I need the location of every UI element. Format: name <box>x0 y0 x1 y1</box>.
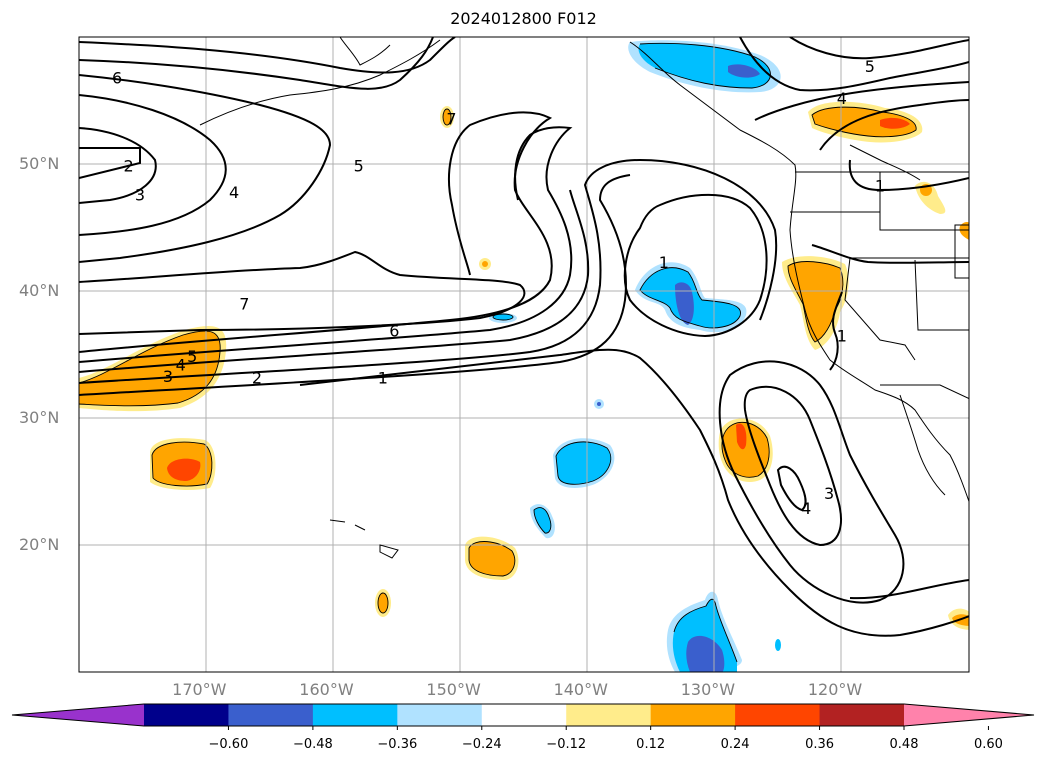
contour-label: 5 <box>187 347 197 366</box>
colorbar-segment <box>312 704 398 726</box>
longitude-label: 120°W <box>807 680 863 699</box>
longitude-label: 140°W <box>553 680 608 699</box>
colorbar-segment <box>819 704 905 726</box>
colorbar-extend-high <box>904 704 1034 726</box>
map-frame <box>78 36 970 673</box>
contour-label: 3 <box>135 185 145 204</box>
colorbar-tick-label: 0.36 <box>805 737 835 752</box>
contour-label: 4 <box>801 499 811 518</box>
contour-label: 1 <box>875 177 885 196</box>
contour-label: 2 <box>123 156 133 175</box>
longitude-label: 130°W <box>680 680 736 699</box>
latitude-label: 20°N <box>19 535 60 554</box>
contour-label: 1 <box>837 326 847 345</box>
colorbar-segment <box>397 704 483 726</box>
colorbar-tick-label: 0.60 <box>973 737 1003 752</box>
colorbar-segment <box>566 704 652 726</box>
colorbar-segment <box>228 704 314 726</box>
longitude-label: 170°W <box>172 680 227 699</box>
latitude-label: 30°N <box>19 408 60 427</box>
colorbar-tick-label: −0.12 <box>546 737 587 752</box>
colorbar-extend-low <box>12 704 144 726</box>
colorbar-tick-label: −0.36 <box>377 737 418 752</box>
contour-label: 7 <box>239 295 249 314</box>
colorbar-tick-label: −0.24 <box>461 737 502 752</box>
map-area <box>79 37 969 672</box>
colorbar-segment <box>144 704 229 726</box>
contour-label: 1 <box>378 368 388 387</box>
contour-lines <box>79 37 969 637</box>
latitude-label: 50°N <box>19 154 60 173</box>
colorbar-tick-label: 0.48 <box>889 737 919 752</box>
colorbar-segment <box>735 704 821 726</box>
contour-label: 5 <box>354 156 364 175</box>
contour-label: 4 <box>229 183 239 202</box>
coastlines <box>199 37 969 559</box>
contour-label: 3 <box>824 484 834 503</box>
contour-label: 3 <box>163 367 173 386</box>
longitude-label: 160°W <box>299 680 354 699</box>
colorbar-tick-label: 0.12 <box>636 737 666 752</box>
contour-label: 4 <box>837 89 847 108</box>
colorbar-segment <box>481 704 567 726</box>
contour-label: 6 <box>389 321 399 340</box>
contour-label: 2 <box>252 368 262 387</box>
contour-label: 6 <box>112 69 122 88</box>
contour-label: 5 <box>865 57 875 76</box>
colorbar-tick-label: 0.24 <box>720 737 750 752</box>
shaded-outlines <box>79 42 917 663</box>
colorbar-tick-label: −0.48 <box>292 737 333 752</box>
contour-label: 7 <box>446 109 456 128</box>
latitude-label: 40°N <box>19 281 60 300</box>
colorbar <box>11 703 1035 730</box>
contour-label: 4 <box>176 356 186 375</box>
colorbar-segment <box>650 704 736 726</box>
contour-label: 1 <box>659 253 669 272</box>
shaded-field <box>79 40 969 672</box>
longitude-label: 150°W <box>426 680 481 699</box>
colorbar-tick-label: −0.60 <box>208 737 249 752</box>
map-title: 2024012800 F012 <box>450 9 597 28</box>
